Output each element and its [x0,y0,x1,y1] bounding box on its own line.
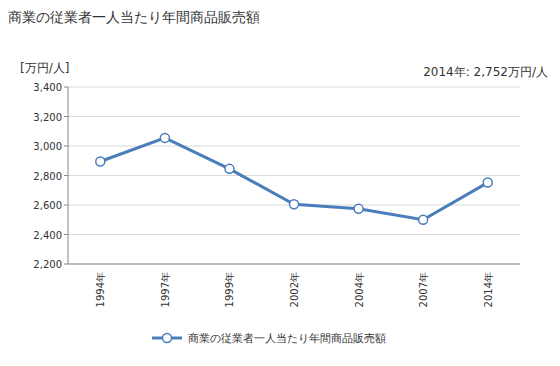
y-tick [64,205,68,206]
y-tick-label: 3,400 [33,82,62,93]
x-tick-label: 2004年 [354,272,365,307]
y-tick-label: 2,800 [33,171,62,182]
title: 商業の従業者一人当たり年間商品販売額 [8,9,260,25]
grid-line [68,175,520,176]
x-tick-label: 1999年 [224,272,235,307]
y-tick [64,146,68,147]
point [354,204,363,213]
x-tick-label: 2014年 [483,272,494,307]
grid-line [68,264,520,265]
x-axis [68,264,520,265]
y-tick-label: 2,200 [33,259,62,270]
chart: 商業の従業者一人当たり年間商品販売額 [万円/人] 2014年: 2,752万円/人… [0,0,560,366]
y-tick-label: 2,400 [33,230,62,241]
y-tick [64,264,68,265]
grid-line [68,87,520,88]
legend-marker [163,334,172,343]
point [483,178,492,187]
point [96,157,105,166]
series-line [100,138,487,220]
x-tick-label: 1997年 [160,272,171,307]
x-tick-label: 1994年 [95,272,106,307]
point [160,133,169,142]
grid-line [68,116,520,117]
y-tick-label: 3,000 [33,141,62,152]
legend-label: 商業の従業者一人当たり年間商品販売額 [188,332,386,345]
x-tick-label: 2007年 [418,272,429,307]
point [290,200,299,209]
y-tick [64,87,68,88]
point [419,215,428,224]
y-tick-label: 2,600 [33,200,62,211]
grid-line [68,234,520,235]
x-tick-label: 2002年 [289,272,300,307]
y-tick-label: 3,200 [33,112,62,123]
y-tick [64,234,68,235]
grid-line [68,146,520,147]
y-tick [64,116,68,117]
point [225,164,234,173]
annotation: 2014年: 2,752万円/人 [423,65,548,79]
plot-area [96,133,492,224]
y-axis [68,87,69,264]
y-tick [64,175,68,176]
y-label: [万円/人] [20,61,69,75]
